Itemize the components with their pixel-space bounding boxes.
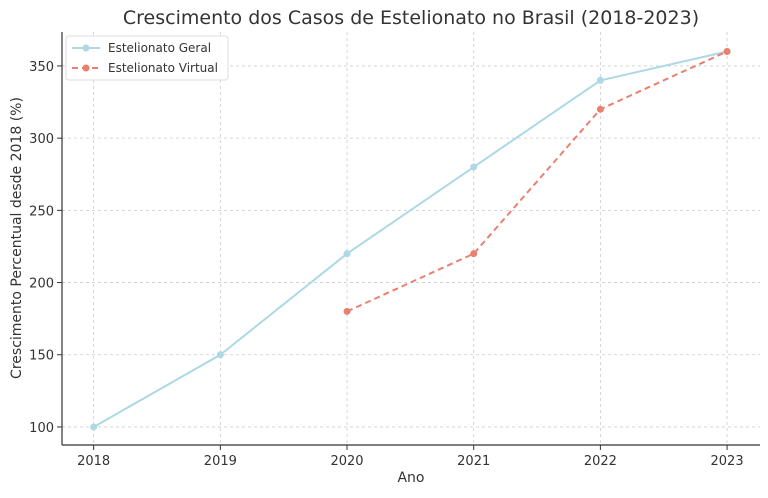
data-point <box>470 250 478 258</box>
data-point <box>723 47 731 55</box>
data-point <box>343 307 351 315</box>
legend-marker <box>82 44 90 52</box>
chart-title: Crescimento dos Casos de Estelionato no … <box>123 7 699 29</box>
series <box>90 47 731 431</box>
series-line-1 <box>346 50 728 313</box>
y-tick-label: 350 <box>29 60 54 75</box>
data-point <box>596 105 604 113</box>
data-point <box>90 423 98 431</box>
data-point <box>470 163 478 171</box>
y-tick-label: 100 <box>29 421 54 436</box>
legend-marker <box>82 64 90 72</box>
y-tick-label: 250 <box>29 204 54 219</box>
x-tick-label: 2018 <box>77 454 110 469</box>
y-axis-label: Crescimento Percentual desde 2018 (%) <box>9 97 25 379</box>
y-tick-label: 200 <box>29 277 54 292</box>
legend: Estelionato Geral Estelionato Virtual <box>65 35 229 81</box>
series-line-0 <box>93 50 728 428</box>
legend-label: Estelionato Geral <box>108 41 211 55</box>
x-tick-label: 2019 <box>204 454 237 469</box>
x-tick-label: 2021 <box>457 454 490 469</box>
data-point <box>596 76 604 84</box>
grid <box>62 32 760 445</box>
data-point <box>343 250 351 258</box>
x-tick-label: 2020 <box>330 454 363 469</box>
x-axis-label: Ano <box>397 470 424 486</box>
ticks: 2018 2019 2020 2021 2022 2023 100 150 200 250 300 3… <box>29 60 743 469</box>
legend-label: Estelionato Virtual <box>108 61 218 75</box>
data-point <box>216 351 224 359</box>
y-tick-label: 300 <box>29 132 54 147</box>
y-tick-label: 150 <box>29 349 54 364</box>
x-tick-label: 2023 <box>711 454 744 469</box>
x-tick-label: 2022 <box>584 454 617 469</box>
